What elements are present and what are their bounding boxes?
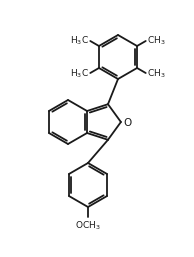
Text: H$_3$C: H$_3$C — [70, 67, 89, 80]
Text: OCH$_3$: OCH$_3$ — [75, 219, 101, 232]
Text: CH$_3$: CH$_3$ — [147, 67, 165, 80]
Text: O: O — [123, 118, 132, 128]
Text: CH$_3$: CH$_3$ — [147, 34, 165, 47]
Text: H$_3$C: H$_3$C — [70, 34, 89, 47]
